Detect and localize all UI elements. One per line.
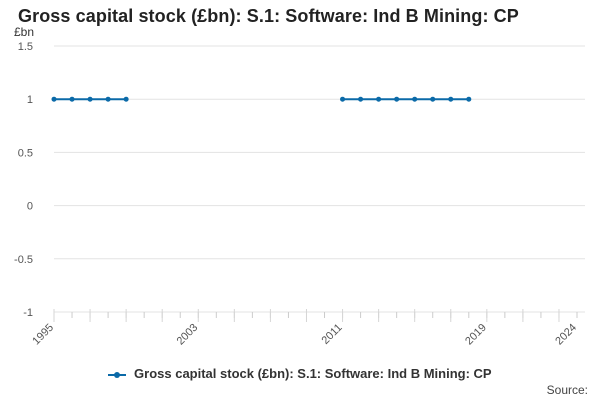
x-tick-label: 2019: [463, 322, 489, 348]
y-tick-label: 0: [27, 201, 33, 213]
x-tick-label: 2003: [175, 322, 201, 348]
x-tick-label: 2011: [319, 322, 344, 347]
y-tick-label: 1: [27, 94, 33, 106]
data-point: [69, 96, 75, 102]
legend-series-label: Gross capital stock (£bn): S.1: Software…: [134, 366, 492, 381]
source-label: Source:: [546, 383, 588, 397]
data-point: [51, 96, 57, 102]
x-tick-label: 2024: [553, 322, 579, 348]
legend-series-marker: [108, 370, 127, 380]
legend-series-dot: [114, 371, 121, 378]
data-point: [105, 96, 111, 102]
data-point: [358, 96, 364, 102]
y-tick-label: 1.5: [18, 41, 33, 53]
data-point: [394, 96, 400, 102]
data-point: [376, 96, 382, 102]
data-point: [412, 96, 418, 102]
y-tick-label: -1: [23, 307, 33, 319]
data-point: [466, 96, 472, 102]
data-point: [340, 96, 346, 102]
chart-title: Gross capital stock (£bn): S.1: Software…: [18, 6, 519, 26]
x-tick-label: 1995: [30, 322, 56, 348]
chart-legend[interactable]: Gross capital stock (£bn): S.1: Software…: [0, 366, 600, 381]
y-tick-label: -0.5: [14, 254, 33, 266]
y-tick-label: 0.5: [18, 147, 33, 159]
data-point: [87, 96, 93, 102]
y-axis-unit-label: £bn: [14, 25, 35, 39]
data-point: [123, 96, 129, 102]
data-point: [448, 96, 454, 102]
data-point: [430, 96, 436, 102]
